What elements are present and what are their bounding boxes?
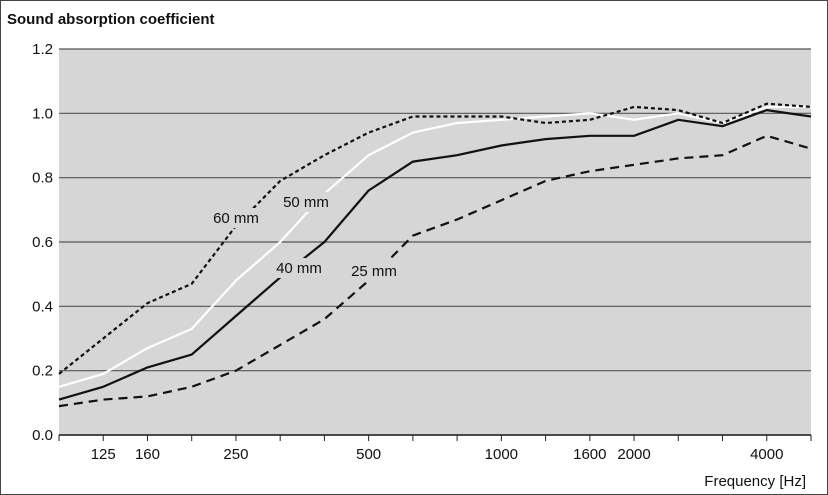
x-axis-ticks: 125 160 250 500 1000 1600 2000 4000 (58, 435, 812, 463)
x-tick-label: 2000 (617, 446, 650, 463)
series-label-60-mm: 60 mm (213, 210, 259, 227)
x-tick-label: 125 (91, 446, 116, 463)
y-axis-ticks: 0.0 0.2 0.4 0.6 0.8 1.0 1.2 (32, 41, 53, 444)
chart-title: Sound absorption coefficient (7, 11, 215, 28)
y-tick-label: 0.0 (32, 427, 53, 444)
y-tick-label: 1.2 (32, 41, 53, 58)
series-lines (58, 102, 812, 408)
y-tick-label: 0.6 (32, 234, 53, 251)
y-tick-label: 1.0 (32, 105, 53, 122)
y-tick-label: 0.2 (32, 363, 53, 380)
series-label-bg (276, 258, 322, 278)
series-label-bg (351, 261, 397, 281)
grid-lines (59, 48, 811, 436)
series-labels: 25 mm 40 mm 50 mm 60 mm (213, 192, 397, 281)
series-label-40-mm: 40 mm (276, 260, 322, 277)
x-axis-label: Frequency [Hz] (704, 473, 806, 490)
x-tick-label: 1000 (485, 446, 518, 463)
y-tick-label: 0.4 (32, 298, 53, 315)
series-line-25-mm (58, 134, 812, 408)
series-label-25-mm: 25 mm (351, 263, 397, 280)
series-label-bg (283, 192, 329, 212)
series-line-40-mm (58, 108, 812, 401)
series-label-50-mm: 50 mm (283, 194, 329, 211)
x-tick-label: 4000 (750, 446, 783, 463)
x-tick-label: 160 (135, 446, 160, 463)
x-tick-label: 250 (223, 446, 248, 463)
series-label-bg (213, 208, 259, 228)
y-tick-label: 0.8 (32, 170, 53, 187)
x-tick-label: 1600 (573, 446, 606, 463)
series-line-60-mm (58, 102, 812, 375)
x-tick-label: 500 (356, 446, 381, 463)
series-line-50-mm (58, 105, 811, 388)
